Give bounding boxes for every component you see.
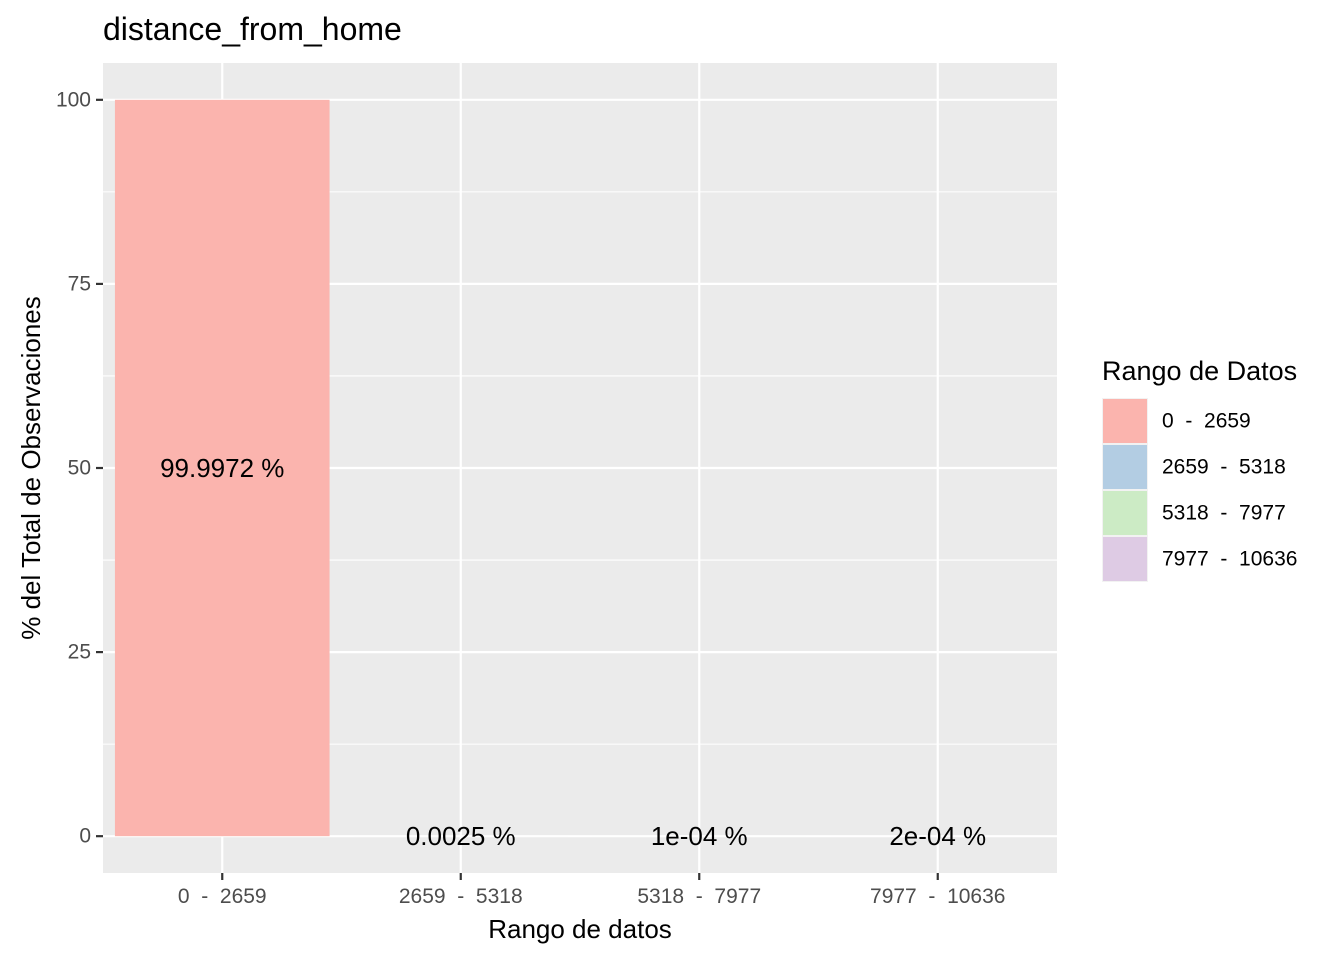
bar-data-label: 99.9972 % (160, 453, 284, 483)
legend-swatch (1103, 399, 1147, 443)
legend: Rango de Datos 0 - 2659 2659 - 5318 5318 -… (1102, 356, 1297, 582)
legend-swatch (1103, 445, 1147, 489)
y-tick-label: 75 (68, 272, 91, 295)
x-axis-title: Rango de datos (488, 914, 672, 944)
legend-label: 0 - 2659 (1162, 410, 1251, 433)
y-tick-label: 0 (79, 825, 91, 848)
bar (114, 99, 330, 837)
y-axis-title: % del Total de Observaciones (16, 296, 46, 640)
y-tick-label: 50 (68, 457, 91, 480)
bar-data-label: 0.0025 % (406, 821, 516, 851)
bar-data-labels: 99.9972 % 0.0025 % 1e-04 % 2e-04 % (160, 453, 986, 851)
y-tick-label: 100 (56, 88, 91, 111)
legend-swatch (1103, 491, 1147, 535)
x-tick-label: 7977 - 10636 (870, 885, 1005, 908)
legend-label: 7977 - 10636 (1162, 548, 1297, 571)
y-tick-label: 25 (68, 641, 91, 664)
bars (114, 99, 1046, 837)
x-tick-label: 0 - 2659 (178, 885, 267, 908)
bar-data-label: 1e-04 % (651, 821, 748, 851)
legend-label: 2659 - 5318 (1162, 456, 1286, 479)
x-tick-label: 2659 - 5318 (399, 885, 523, 908)
legend-title: Rango de Datos (1102, 356, 1297, 386)
legend-swatch (1103, 537, 1147, 581)
y-axis: 0 25 50 75 100 (56, 88, 103, 848)
chart-title: distance_from_home (103, 11, 402, 47)
bar-data-label: 2e-04 % (889, 821, 986, 851)
x-axis: 0 - 2659 2659 - 5318 5318 - 7977 7977 - 106… (178, 873, 1005, 908)
x-tick-label: 5318 - 7977 (637, 885, 761, 908)
legend-label: 5318 - 7977 (1162, 502, 1286, 525)
legend-items: 0 - 2659 2659 - 5318 5318 - 7977 7977 - 106… (1102, 398, 1297, 582)
